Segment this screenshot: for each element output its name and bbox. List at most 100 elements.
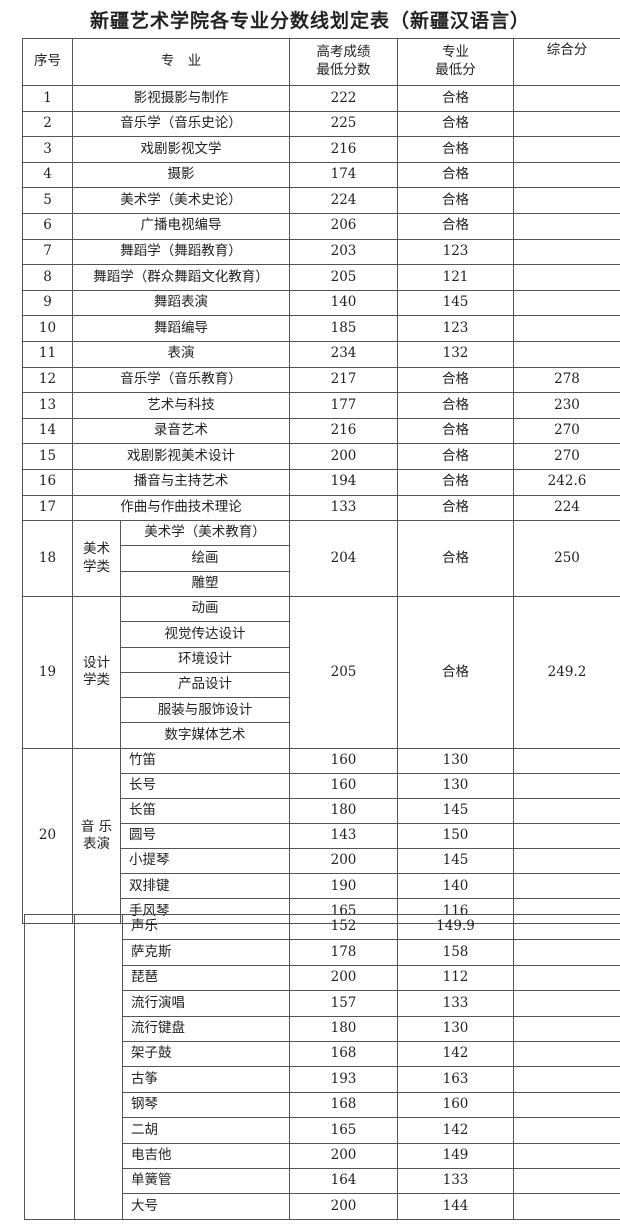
professional-min-score: 130 xyxy=(397,772,514,799)
table-row: 2 音乐学（音乐史论） 225 合格 xyxy=(22,110,620,138)
professional-min-score: 合格 xyxy=(397,136,514,163)
professional-min-score: 合格 xyxy=(397,595,514,749)
row-number: 16 xyxy=(22,468,73,496)
composite-score: 224 xyxy=(513,494,620,522)
gaokao-min-score: 160 xyxy=(289,772,398,799)
row-number: 20 xyxy=(22,747,73,925)
major-name: 萨克斯 xyxy=(122,939,290,966)
major-name: 广播电视编导 xyxy=(72,212,290,240)
gaokao-min-score: 165 xyxy=(289,1117,398,1144)
composite-score xyxy=(513,1193,620,1220)
professional-min-score: 133 xyxy=(397,1167,514,1195)
gaokao-min-score: 178 xyxy=(289,939,398,966)
professional-min-score: 140 xyxy=(397,873,514,900)
professional-min-score: 123 xyxy=(397,238,514,266)
table-row: 钢琴 168 160 xyxy=(25,1091,620,1119)
gaokao-min-score: 200 xyxy=(289,848,398,875)
major-name: 电吉他 xyxy=(122,1142,290,1169)
header-major: 专 业 xyxy=(72,38,290,86)
major-name: 二胡 xyxy=(122,1117,290,1144)
professional-min-score: 合格 xyxy=(397,494,514,522)
professional-min-score: 158 xyxy=(397,939,514,966)
composite-score xyxy=(513,1167,620,1195)
major-name: 动画 xyxy=(120,595,290,623)
table-row: 15 戏剧影视美术设计 200 合格 270 xyxy=(22,443,620,470)
major-category: 美术学类 xyxy=(72,520,121,597)
row-number: 13 xyxy=(22,392,73,419)
gaokao-min-score: 168 xyxy=(289,1091,398,1119)
major-name: 雕塑 xyxy=(120,570,290,597)
table-row: 雕塑 xyxy=(23,570,620,597)
composite-score xyxy=(513,939,620,966)
row-number: 12 xyxy=(22,366,73,394)
composite-score xyxy=(513,823,620,850)
major-name: 琵琶 xyxy=(122,964,290,992)
major-category: 设计学类 xyxy=(72,595,121,749)
major-name: 美术学（美术教育） xyxy=(120,520,290,547)
composite-score xyxy=(513,990,620,1017)
table-row: 服装与服饰设计 xyxy=(23,697,620,724)
header-no: 序号 xyxy=(22,38,73,86)
major-name: 大号 xyxy=(122,1193,290,1220)
table-row: 二胡 165 142 xyxy=(25,1117,620,1144)
gaokao-min-score: 194 xyxy=(289,468,398,496)
major-name: 戏剧影视文学 xyxy=(72,136,290,163)
professional-min-score: 合格 xyxy=(397,443,514,470)
table-row: 单簧管 164 133 xyxy=(25,1167,620,1195)
composite-score: 250 xyxy=(513,520,620,597)
major-name: 小提琴 xyxy=(120,848,290,875)
composite-score xyxy=(513,1117,620,1144)
row-number: 14 xyxy=(22,417,73,445)
row-number: 4 xyxy=(22,161,73,189)
composite-score xyxy=(513,161,620,189)
professional-min-score: 合格 xyxy=(397,366,514,394)
row-number: 5 xyxy=(22,187,73,214)
professional-min-score: 合格 xyxy=(397,161,514,189)
composite-score xyxy=(513,747,620,774)
composite-score: 270 xyxy=(513,443,620,470)
major-name: 架子鼓 xyxy=(122,1040,290,1068)
gaokao-min-score: 133 xyxy=(289,494,398,522)
composite-score: 230 xyxy=(513,392,620,419)
major-name: 视觉传达设计 xyxy=(120,621,290,648)
gaokao-min-score: 200 xyxy=(289,964,398,992)
gaokao-min-score: 164 xyxy=(289,1167,398,1195)
professional-min-score: 149.9 xyxy=(397,913,514,941)
gaokao-min-score: 234 xyxy=(289,340,398,368)
professional-min-score: 149 xyxy=(397,1142,514,1169)
gaokao-min-score: 224 xyxy=(289,187,398,214)
gaokao-min-score: 200 xyxy=(289,1142,398,1169)
gaokao-min-score: 168 xyxy=(289,1040,398,1068)
gaokao-min-score: 160 xyxy=(289,747,398,774)
major-name: 音乐学（音乐教育） xyxy=(72,366,290,394)
table-row: 10 舞蹈编导 185 123 xyxy=(22,315,620,342)
table-row: 4 摄影 174 合格 xyxy=(22,161,620,189)
table-row: 绘画 xyxy=(23,545,620,572)
composite-score: 249.2 xyxy=(513,595,620,749)
table-row: 17 作曲与作曲技术理论 133 合格 224 xyxy=(22,494,620,522)
professional-min-score: 133 xyxy=(397,990,514,1017)
gaokao-min-score: 174 xyxy=(289,161,398,189)
gaokao-min-score: 157 xyxy=(289,990,398,1017)
row-number: 2 xyxy=(22,110,73,138)
professional-min-score: 合格 xyxy=(397,520,514,597)
professional-min-score: 144 xyxy=(397,1193,514,1220)
table-row: 11 表演 234 132 xyxy=(22,340,620,368)
table-row: 环境设计 xyxy=(23,646,620,673)
score-table-continued: 声乐 152 149.9 萨克斯 178 158 琵琶 200 112 流行演唱 157 133 流行键… xyxy=(24,913,620,1220)
major-name: 影视摄影与制作 xyxy=(72,85,290,112)
composite-score xyxy=(513,187,620,214)
gaokao-min-score: 217 xyxy=(289,366,398,394)
table-row: 18 美术学类 美术学（美术教育） 204 合格 250 xyxy=(22,520,620,597)
row-number: 19 xyxy=(22,595,73,749)
composite-score xyxy=(513,797,620,825)
major-name: 艺术与科技 xyxy=(72,392,290,419)
header-row: 序号 专 业 高考成绩 最低分数 专业 最低分 综合分 xyxy=(22,38,620,86)
score-table: 序号 专 业 高考成绩 最低分数 专业 最低分 综合分 1 影视摄影与制作 222 合… xyxy=(22,38,620,925)
table-row: 1 影视摄影与制作 222 合格 xyxy=(22,85,620,112)
gaokao-min-score: 216 xyxy=(289,417,398,445)
row-number: 11 xyxy=(22,340,73,368)
gaokao-min-score: 204 xyxy=(289,520,398,597)
row-number: 1 xyxy=(22,85,73,112)
major-name: 竹笛 xyxy=(120,747,290,774)
